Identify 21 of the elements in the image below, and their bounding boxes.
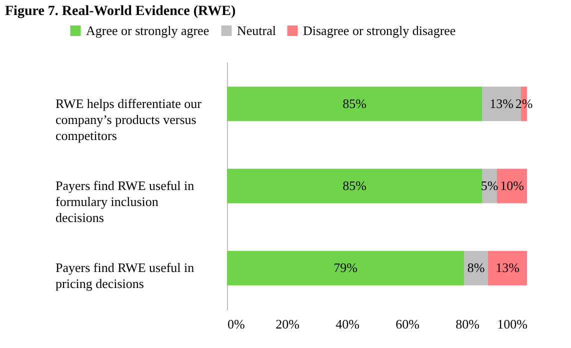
x-tick-label: 60% xyxy=(396,316,420,332)
legend-label: Neutral xyxy=(237,22,276,38)
x-tick-label: 20% xyxy=(276,316,300,332)
data-label: 10% xyxy=(500,178,524,193)
data-label: 79% xyxy=(334,260,358,276)
y-tick-label: Payers find RWE useful in pricing decisions xyxy=(56,260,195,292)
x-tick-label: 0% xyxy=(228,316,245,332)
data-label: 2% xyxy=(515,96,533,111)
y-tick-label: RWE helps differentiate our company’s products versus competitors xyxy=(56,96,202,143)
x-tick-label: 40% xyxy=(336,316,360,332)
data-label: 85% xyxy=(342,178,367,193)
data-label: 13% xyxy=(496,260,520,276)
x-tick-label: 80% xyxy=(456,316,480,332)
legend-label: Disagree or strongly disagree xyxy=(303,22,456,38)
y-tick-label: Payers find RWE useful in formulary inclusion decisions xyxy=(56,178,195,225)
chart-title: Figure 7. Real-World Evidence (RWE) xyxy=(5,4,236,19)
data-label: 85% xyxy=(342,96,367,111)
x-tick-label: 100% xyxy=(497,316,528,332)
data-label: 13% xyxy=(490,96,514,111)
data-label: 8% xyxy=(467,260,485,276)
legend-label: Agree or strongly agree xyxy=(86,22,210,38)
